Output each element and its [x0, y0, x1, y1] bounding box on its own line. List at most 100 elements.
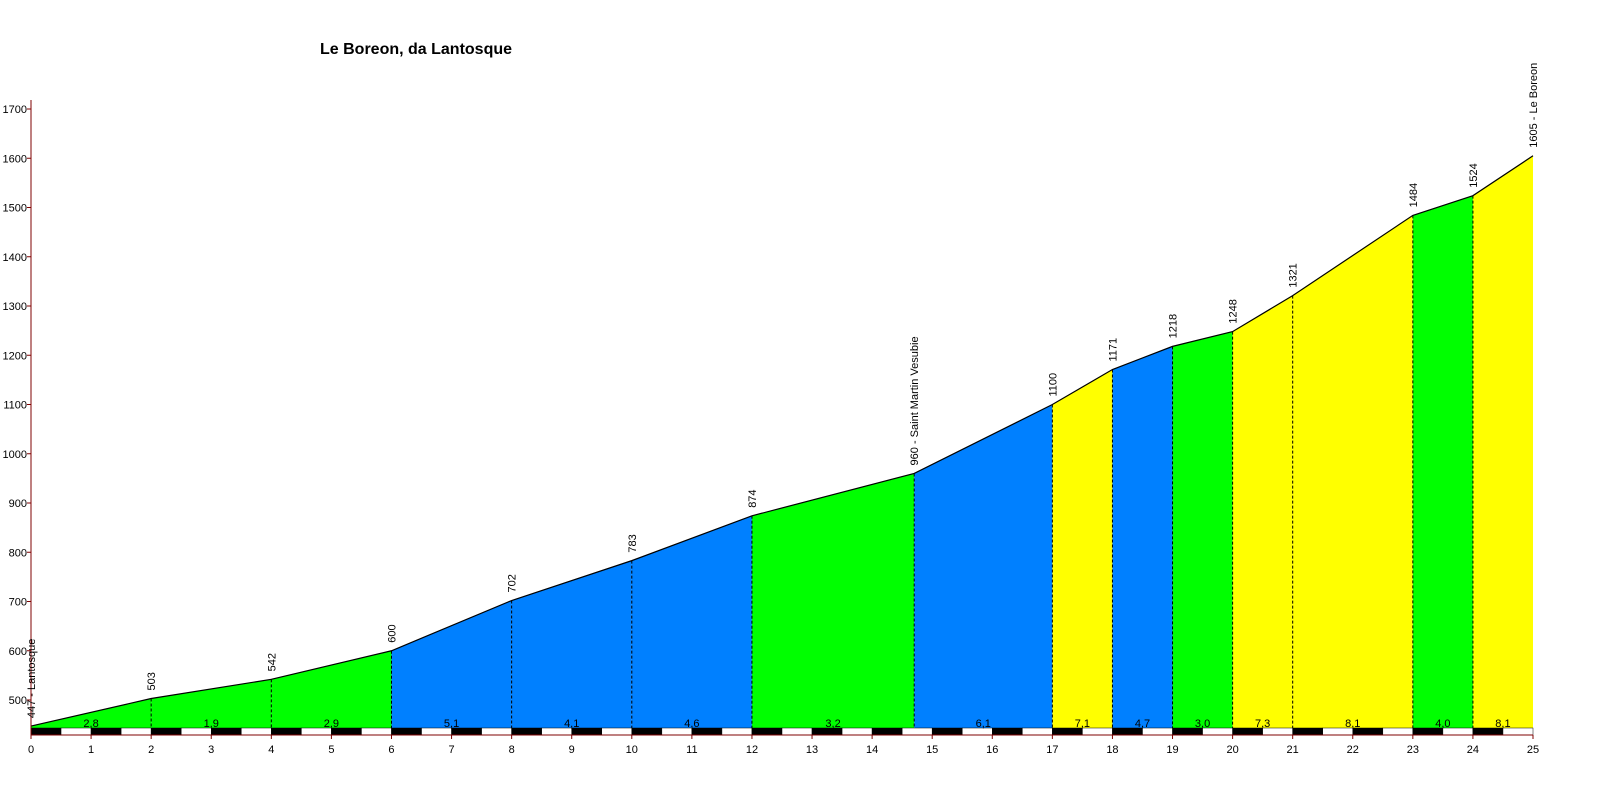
x-tick-label-10: 10	[626, 744, 638, 756]
x-tick-label-18: 18	[1106, 744, 1118, 756]
y-tick-label-11: 1600	[3, 153, 27, 165]
x-tick-label-7: 7	[448, 744, 454, 756]
y-tick-label-0: 500	[9, 695, 27, 707]
gradient-label-13: 4,0	[1435, 718, 1450, 730]
y-tick-label-4: 900	[9, 498, 27, 510]
segment-fill-0	[31, 698, 152, 735]
ruler-block-25	[781, 727, 813, 736]
profile-outline	[30, 155, 1534, 727]
y-tick-label-2: 700	[9, 597, 27, 609]
elevation-labels: 447 - Lantosque 503 542 600 702 783 874 960 - S…	[26, 63, 1540, 718]
ruler-block-12	[391, 727, 422, 736]
y-axis-ticks: 500 600 700 800 900 1000 1100 1200 1300 1400 1500 1…	[3, 104, 31, 707]
elevation-label-4: 702	[507, 574, 519, 592]
elevation-label-5: 783	[627, 534, 639, 552]
x-tick-label-19: 19	[1166, 744, 1178, 756]
segment-fill-12	[1292, 215, 1413, 735]
gradient-label-12: 8,1	[1345, 718, 1360, 730]
segment-fill-13	[1412, 195, 1473, 735]
y-tick-label-8: 1300	[3, 301, 27, 313]
ruler-block-45	[1382, 727, 1414, 736]
y-tick-label-5: 1000	[3, 449, 27, 461]
gradient-label-11: 7,3	[1255, 718, 1270, 730]
ruler-block-7	[241, 727, 272, 736]
ruler-block-29	[901, 727, 933, 736]
segment-dividers	[150, 195, 1474, 728]
elevation-label-15: 1605 - Le Boreon	[1528, 63, 1540, 148]
x-tick-label-8: 8	[509, 744, 515, 756]
x-tick-label-1: 1	[88, 744, 94, 756]
x-tick-label-21: 21	[1287, 744, 1299, 756]
x-tick-label-23: 23	[1407, 744, 1419, 756]
ruler-block-42	[1292, 727, 1323, 736]
ruler-block-33	[1022, 727, 1053, 736]
ruler-block-24	[751, 727, 783, 736]
elevation-label-10: 1218	[1168, 314, 1180, 338]
x-tick-label-22: 22	[1347, 744, 1359, 756]
x-tick-label-5: 5	[328, 744, 334, 756]
x-tick-label-9: 9	[569, 744, 575, 756]
x-tick-label-12: 12	[746, 744, 758, 756]
gradient-label-9: 4,7	[1135, 718, 1150, 730]
ruler-block-15	[481, 727, 512, 736]
x-tick-label-4: 4	[268, 744, 274, 756]
gradient-label-1: 1,9	[204, 718, 219, 730]
x-tick-label-17: 17	[1046, 744, 1058, 756]
x-tick-label-24: 24	[1467, 744, 1479, 756]
x-tick-label-6: 6	[388, 744, 394, 756]
segment-fill-6	[751, 473, 915, 735]
y-tick-label-12: 1700	[3, 104, 27, 116]
ruler-block-4	[150, 727, 182, 736]
ruler-block-20	[631, 727, 663, 736]
segment-fill-1	[151, 679, 272, 735]
y-tick-label-1: 600	[9, 646, 27, 658]
segment-fill-4	[511, 560, 632, 735]
ruler-block-11	[361, 727, 392, 736]
axes	[30, 100, 1533, 736]
y-tick-label-6: 1100	[3, 400, 27, 412]
y-tick-label-10: 1500	[3, 203, 27, 215]
segment-fill-9	[1112, 346, 1173, 735]
gradient-label-14: 8,1	[1495, 718, 1510, 730]
elevation-label-9: 1171	[1107, 338, 1119, 362]
y-tick-label-3: 800	[9, 547, 27, 559]
elevation-label-13: 1484	[1408, 183, 1420, 207]
segment-fills	[31, 155, 1533, 736]
segment-fill-5	[631, 515, 752, 735]
x-tick-label-11: 11	[686, 744, 697, 756]
gradient-label-4: 4,1	[564, 718, 579, 730]
segment-fill-11	[1232, 295, 1293, 735]
gradient-label-8: 7,1	[1075, 718, 1090, 730]
ruler-block-16	[511, 727, 542, 736]
ruler-block-3	[120, 727, 152, 736]
chart-title: Le Boreon, da Lantosque	[320, 41, 512, 58]
ruler-block-23	[721, 727, 753, 736]
ruler-block-0	[30, 727, 62, 736]
x-axis-ticks: 0 1 2 3 4 5 6 7 8 9 10 11 12 13 14 15 16 17 18 19 20 21 22 23 24…	[28, 735, 1539, 756]
ruler-block-28	[871, 727, 903, 736]
profile-line	[30, 155, 1534, 727]
segment-fill-8	[1052, 369, 1113, 735]
elevation-label-8: 1100	[1047, 373, 1059, 397]
gradient-label-2: 2,9	[324, 718, 339, 730]
elevation-label-0: 447 - Lantosque	[26, 639, 38, 719]
elevation-label-3: 600	[386, 624, 398, 642]
elevation-label-1: 503	[146, 672, 158, 690]
elevation-label-6: 874	[747, 489, 759, 507]
gradient-label-7: 6,1	[976, 718, 991, 730]
segment-fill-7	[914, 404, 1053, 735]
gradient-label-0: 2,8	[83, 718, 98, 730]
elevation-label-12: 1321	[1288, 263, 1300, 287]
x-tick-label-2: 2	[148, 744, 154, 756]
gradient-label-3: 5,1	[444, 718, 459, 730]
gradient-labels: 2,8 1,9 2,9 5,1 4,1 4,6 3,2 6,1 7,1 4,7 3,0 7,3 8,1 4…	[83, 718, 1510, 730]
x-tick-label-3: 3	[208, 744, 214, 756]
ruler-block-27	[841, 727, 873, 736]
x-tick-label-20: 20	[1226, 744, 1238, 756]
gradient-label-5: 4,6	[684, 718, 699, 730]
x-tick-label-0: 0	[28, 744, 34, 756]
elevation-label-2: 542	[266, 653, 278, 671]
elevation-label-7: 960 - Saint Martin Vesubie	[909, 336, 921, 465]
